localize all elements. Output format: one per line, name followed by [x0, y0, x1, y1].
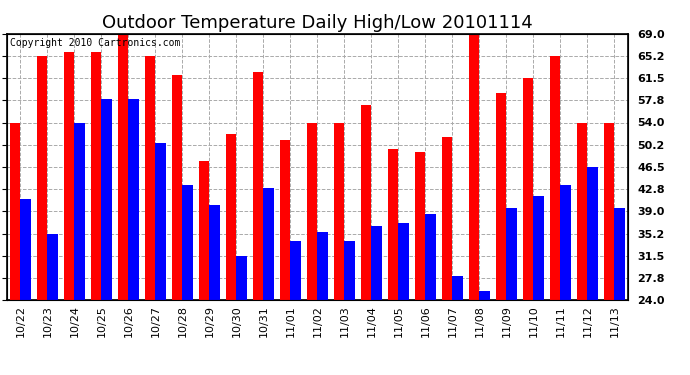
- Bar: [604, 123, 614, 300]
- Bar: [371, 226, 382, 300]
- Bar: [398, 223, 408, 300]
- Bar: [145, 56, 155, 300]
- Bar: [307, 123, 317, 300]
- Bar: [344, 241, 355, 300]
- Bar: [453, 276, 463, 300]
- Bar: [155, 143, 166, 300]
- Bar: [426, 214, 435, 300]
- Bar: [415, 152, 426, 300]
- Bar: [199, 161, 209, 300]
- Bar: [209, 206, 219, 300]
- Bar: [496, 93, 506, 300]
- Bar: [118, 34, 128, 300]
- Bar: [101, 99, 112, 300]
- Bar: [10, 123, 21, 300]
- Bar: [317, 232, 328, 300]
- Bar: [533, 196, 544, 300]
- Bar: [237, 256, 246, 300]
- Title: Outdoor Temperature Daily High/Low 20101114: Outdoor Temperature Daily High/Low 20101…: [102, 14, 533, 32]
- Bar: [469, 34, 480, 300]
- Bar: [21, 200, 30, 300]
- Bar: [550, 56, 560, 300]
- Bar: [577, 123, 587, 300]
- Bar: [226, 134, 237, 300]
- Bar: [334, 123, 344, 300]
- Bar: [523, 78, 533, 300]
- Bar: [361, 105, 371, 300]
- Bar: [506, 208, 517, 300]
- Bar: [264, 188, 274, 300]
- Bar: [48, 234, 58, 300]
- Bar: [75, 123, 85, 300]
- Bar: [182, 184, 193, 300]
- Bar: [442, 137, 453, 300]
- Bar: [37, 56, 48, 300]
- Bar: [253, 72, 264, 300]
- Bar: [290, 241, 301, 300]
- Bar: [128, 99, 139, 300]
- Text: Copyright 2010 Cartronics.com: Copyright 2010 Cartronics.com: [10, 38, 180, 48]
- Bar: [614, 208, 624, 300]
- Bar: [388, 149, 398, 300]
- Bar: [560, 184, 571, 300]
- Bar: [480, 291, 490, 300]
- Bar: [280, 140, 290, 300]
- Bar: [587, 167, 598, 300]
- Bar: [91, 51, 101, 300]
- Bar: [172, 75, 182, 300]
- Bar: [64, 51, 75, 300]
